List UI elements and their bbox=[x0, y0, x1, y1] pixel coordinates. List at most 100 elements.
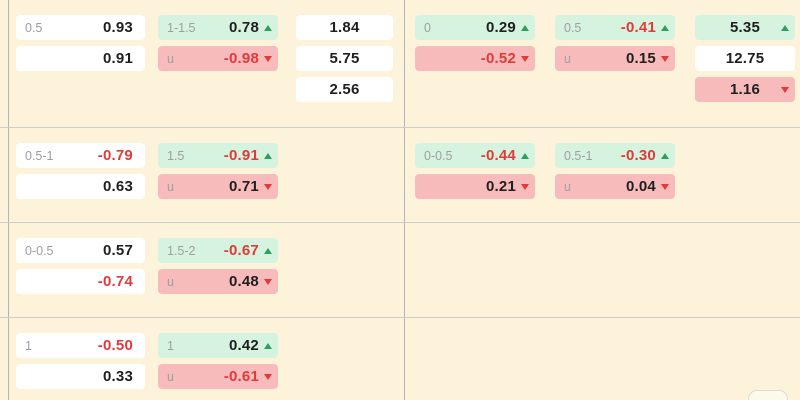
odds-cell-left-block4-handicap-row1: 1 -0.50 bbox=[16, 333, 145, 358]
line-label: u bbox=[167, 51, 174, 66]
odds-cell-left-block3-handicap-row1: 0-0.5 0.57 bbox=[16, 238, 145, 263]
line-label: 1 bbox=[167, 338, 174, 353]
trend-down-icon bbox=[660, 183, 669, 190]
odds-value: 0.42 bbox=[228, 337, 259, 354]
odds-value: 0.33 bbox=[103, 368, 133, 385]
odds-value: 0.57 bbox=[103, 242, 133, 259]
trend-down-icon bbox=[263, 278, 272, 285]
odds-cell-right-block2-over-under-row2: u 0.04 bbox=[555, 174, 675, 199]
line-label: 0-0.5 bbox=[424, 148, 453, 163]
odds-value: -0.74 bbox=[97, 273, 133, 290]
odds-cell-left-block2-over-under-row2: u 0.71 bbox=[158, 174, 278, 199]
odds-cell-left-block1-handicap-row1: 0.5 0.93 bbox=[16, 15, 145, 40]
odds-cell-left-block4-handicap-row2: 0.33 bbox=[16, 364, 145, 389]
odds-cell-left-block1-odds-1x2-row1: 1.84 bbox=[296, 15, 393, 40]
line-label: 1 bbox=[25, 338, 32, 353]
odds-value: 0.71 bbox=[228, 178, 259, 195]
odds-value: -0.67 bbox=[223, 242, 259, 259]
odds-value: -0.50 bbox=[97, 337, 133, 354]
odds-cell-right-block1-over-under-row2: u 0.15 bbox=[555, 46, 675, 71]
horizontal-divider-2 bbox=[0, 222, 800, 223]
odds-value: 1.16 bbox=[730, 81, 760, 98]
trend-up-icon bbox=[264, 152, 272, 159]
line-label: 0 bbox=[424, 20, 431, 35]
line-label: u bbox=[564, 179, 571, 194]
odds-cell-left-block1-over-under-row1: 1-1.5 0.78 bbox=[158, 15, 278, 40]
line-label: 0.5 bbox=[564, 20, 582, 35]
odds-value: -0.30 bbox=[620, 147, 656, 164]
line-label: 1-1.5 bbox=[167, 20, 196, 35]
odds-value: 0.93 bbox=[102, 19, 133, 36]
table-left-border bbox=[8, 0, 9, 400]
odds-value: 2.56 bbox=[329, 81, 360, 98]
odds-cell-left-block2-handicap-row1: 0.5-1 -0.79 bbox=[16, 143, 145, 168]
trend-down-icon bbox=[264, 55, 272, 62]
trend-up-icon bbox=[520, 152, 529, 159]
odds-value: 5.35 bbox=[730, 19, 760, 36]
trend-down-icon bbox=[521, 183, 529, 190]
trend-up-icon bbox=[263, 342, 272, 349]
odds-cell-right-block2-over-under-row1: 0.5-1 -0.30 bbox=[555, 143, 675, 168]
odds-cell-right-block1-handicap-row2: -0.52 bbox=[415, 46, 535, 71]
odds-cell-right-block1-odds-1x2-row2: 12.75 bbox=[695, 46, 795, 71]
line-label: u bbox=[167, 179, 174, 194]
odds-cell-right-block1-odds-1x2-row3: 1.16 bbox=[695, 77, 795, 102]
odds-cell-left-block1-handicap-row2: 0.91 bbox=[16, 46, 145, 71]
odds-cell-right-block2-handicap-row2: 0.21 bbox=[415, 174, 535, 199]
trend-up-icon bbox=[263, 247, 272, 254]
odds-value: 12.75 bbox=[725, 50, 765, 67]
trend-down-icon bbox=[781, 86, 789, 93]
trend-up-icon bbox=[660, 152, 669, 159]
line-label: 0.5-1 bbox=[564, 148, 593, 163]
line-label: 0-0.5 bbox=[25, 243, 54, 258]
odds-cell-left-block4-over-under-row2: u -0.61 bbox=[158, 364, 278, 389]
odds-value: 0.63 bbox=[103, 178, 133, 195]
odds-value: -0.41 bbox=[620, 19, 656, 36]
line-label: 0.5 bbox=[25, 20, 43, 35]
trend-up-icon bbox=[661, 24, 669, 31]
odds-value: 0.04 bbox=[625, 178, 656, 195]
trend-down-icon bbox=[660, 55, 669, 62]
odds-cell-right-block1-handicap-row1: 0 0.29 bbox=[415, 15, 535, 40]
line-label: u bbox=[167, 274, 174, 289]
odds-cell-left-block1-odds-1x2-row3: 2.56 bbox=[296, 77, 393, 102]
odds-cell-right-block1-over-under-row1: 0.5 -0.41 bbox=[555, 15, 675, 40]
odds-value: -0.91 bbox=[223, 147, 259, 164]
odds-value: 0.15 bbox=[625, 50, 656, 67]
floating-button-partial[interactable] bbox=[748, 390, 788, 400]
odds-cell-left-block3-over-under-row1: 1.5-2 -0.67 bbox=[158, 238, 278, 263]
odds-cell-right-block2-handicap-row1: 0-0.5 -0.44 bbox=[415, 143, 535, 168]
trend-down-icon bbox=[263, 183, 272, 190]
odds-value: -0.79 bbox=[97, 147, 133, 164]
odds-cell-left-block1-odds-1x2-row2: 5.75 bbox=[296, 46, 393, 71]
odds-value: 0.48 bbox=[228, 273, 259, 290]
trend-down-icon bbox=[521, 55, 529, 62]
line-label: 1.5 bbox=[167, 148, 185, 163]
odds-cell-left-block3-over-under-row2: u 0.48 bbox=[158, 269, 278, 294]
line-label: 1.5-2 bbox=[167, 243, 196, 258]
odds-cell-left-block3-handicap-row2: -0.74 bbox=[16, 269, 145, 294]
trend-up-icon bbox=[781, 24, 789, 31]
trend-up-icon bbox=[520, 24, 529, 31]
odds-cell-left-block2-over-under-row1: 1.5 -0.91 bbox=[158, 143, 278, 168]
odds-value: -0.44 bbox=[480, 147, 516, 164]
odds-value: -0.61 bbox=[223, 368, 259, 385]
odds-value: 0.91 bbox=[103, 50, 133, 67]
line-label: u bbox=[564, 51, 571, 66]
odds-value: 5.75 bbox=[329, 50, 360, 67]
odds-value: 0.29 bbox=[485, 19, 516, 36]
odds-cell-left-block2-handicap-row2: 0.63 bbox=[16, 174, 145, 199]
vertical-divider bbox=[404, 0, 405, 400]
trend-up-icon bbox=[264, 24, 272, 31]
horizontal-divider-1 bbox=[0, 127, 800, 128]
line-label: 0.5-1 bbox=[25, 148, 54, 163]
odds-cell-right-block1-odds-1x2-row1: 5.35 bbox=[695, 15, 795, 40]
odds-value: 0.21 bbox=[486, 178, 516, 195]
odds-cell-left-block1-over-under-row2: u -0.98 bbox=[158, 46, 278, 71]
trend-down-icon bbox=[264, 373, 272, 380]
odds-value: 1.84 bbox=[329, 19, 360, 36]
odds-value: 0.78 bbox=[229, 19, 259, 36]
odds-value: -0.98 bbox=[223, 50, 259, 67]
odds-value: -0.52 bbox=[480, 50, 516, 67]
